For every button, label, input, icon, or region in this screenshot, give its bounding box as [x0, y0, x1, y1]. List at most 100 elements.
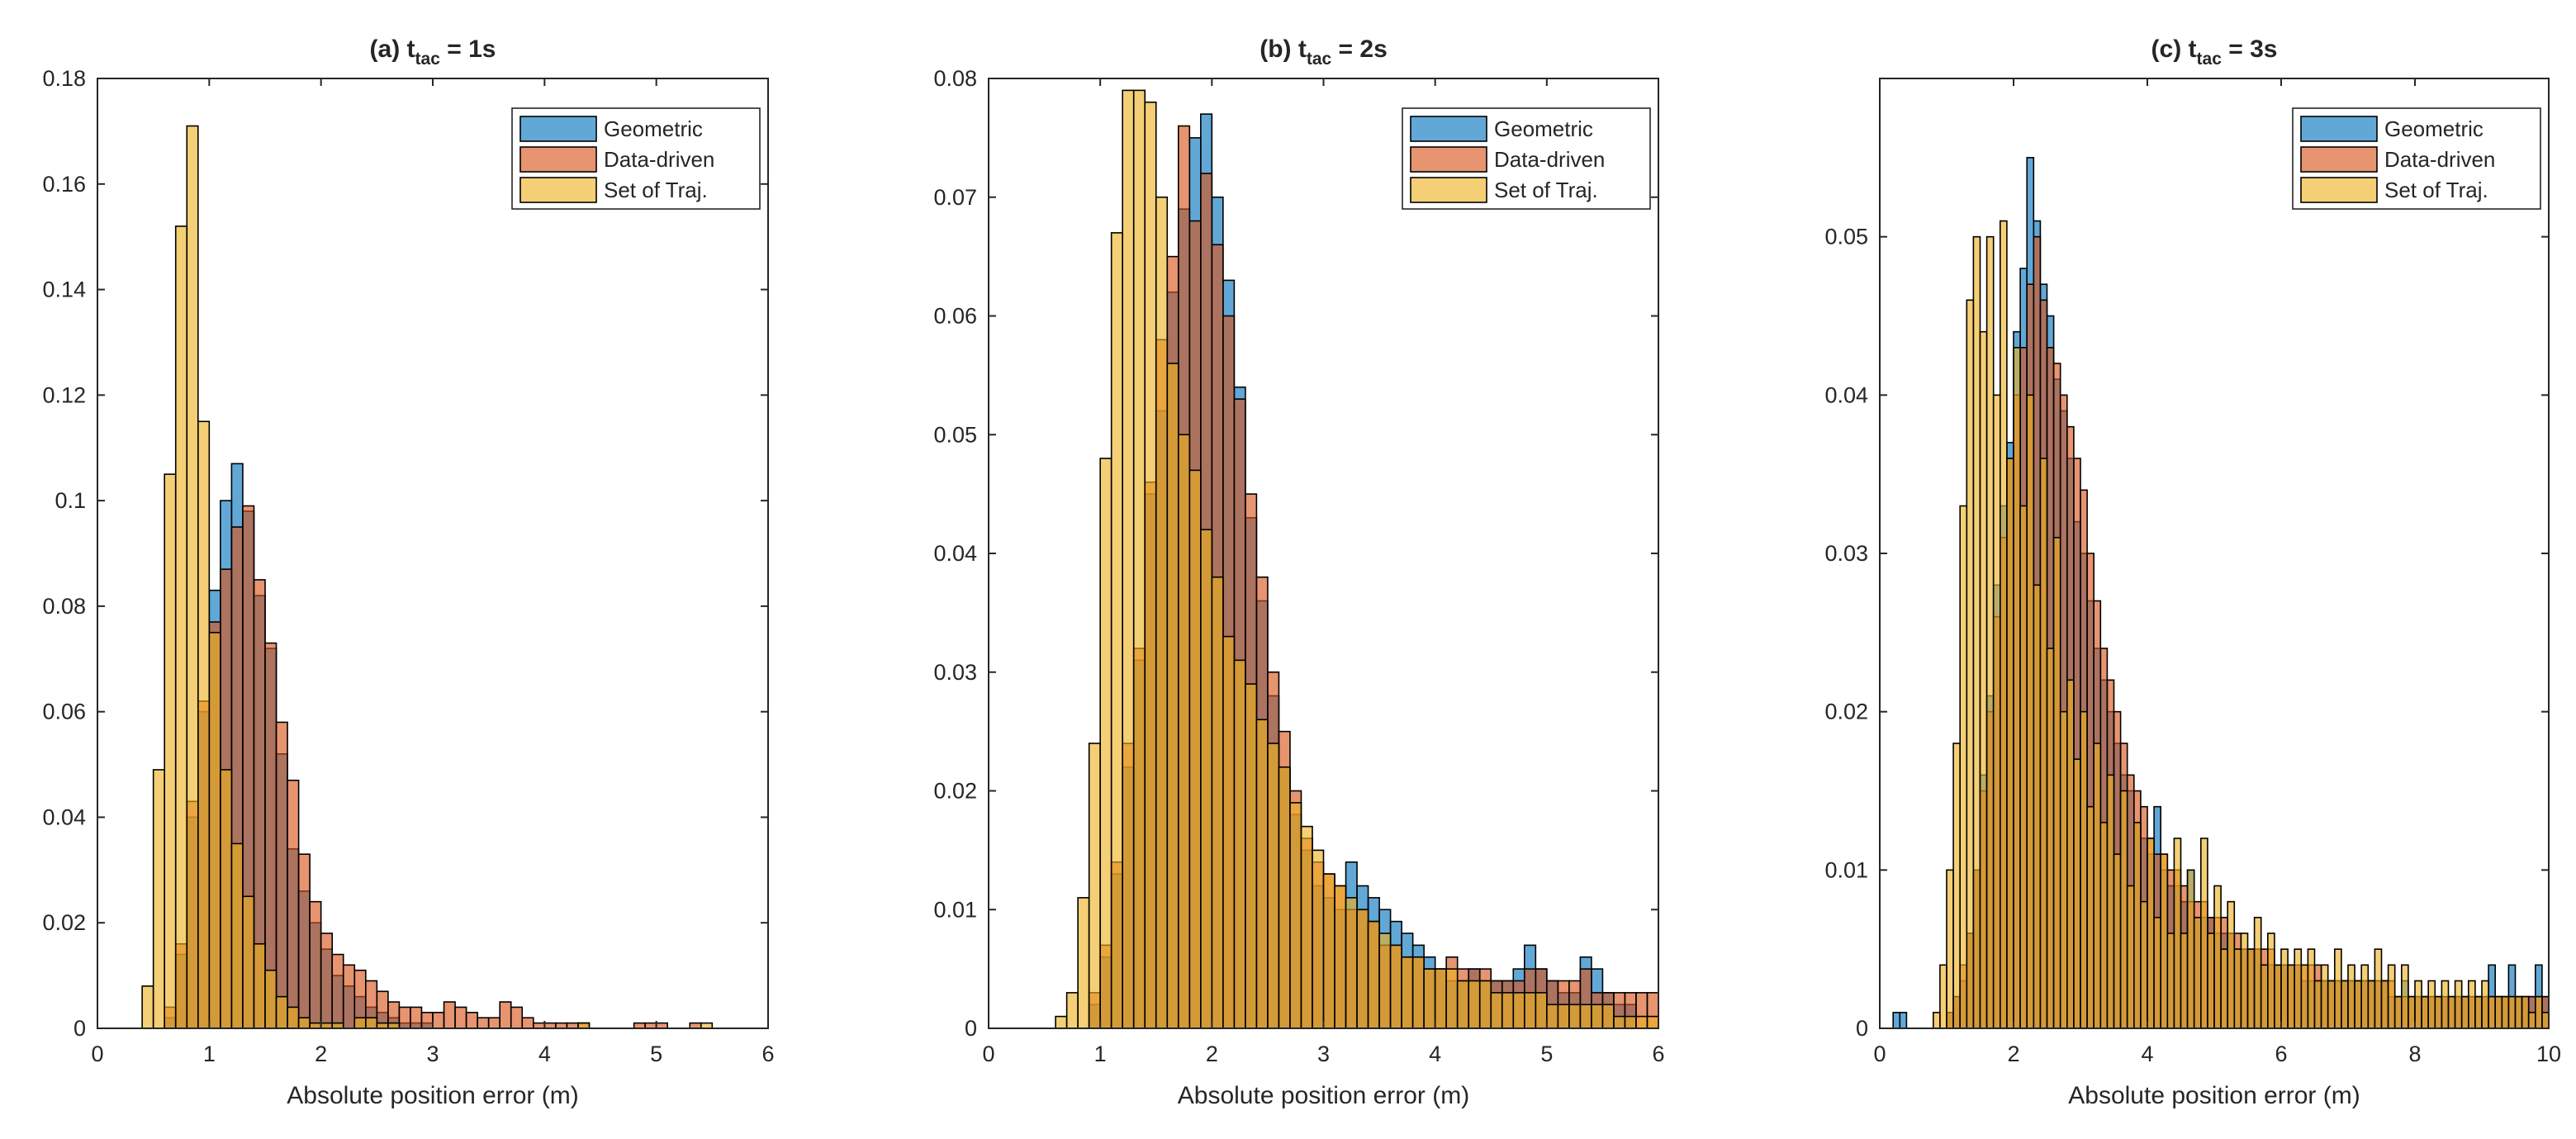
- x-tick-label: 2: [1206, 1042, 1218, 1066]
- y-tick-label: 0: [965, 1016, 977, 1041]
- histogram-bar: [1468, 980, 1481, 1029]
- histogram-bar: [2153, 917, 2162, 1029]
- histogram-bar: [2059, 710, 2068, 1029]
- histogram-bar: [320, 933, 334, 1029]
- x-tick-label: 0: [91, 1042, 103, 1066]
- legend: Geometric Data-driven Set of Traj.: [2292, 107, 2541, 210]
- title-suffix: = 3s: [2222, 36, 2278, 63]
- histogram-bar: [2541, 1012, 2550, 1029]
- x-tick-label: 3: [426, 1042, 439, 1066]
- histogram-bar: [410, 1006, 423, 1029]
- histogram-bar: [174, 225, 188, 1029]
- y-tick-label: 0.04: [42, 804, 86, 829]
- histogram-bar: [2354, 980, 2363, 1029]
- y-tick-label: 0: [1856, 1016, 1868, 1041]
- histogram-bar: [152, 769, 165, 1029]
- histogram-bar: [2334, 948, 2342, 1029]
- x-tick-label: 6: [761, 1042, 774, 1066]
- y-tick-label: 0.08: [42, 594, 86, 619]
- histogram-bar: [2086, 805, 2095, 1029]
- histogram-bar: [1434, 968, 1447, 1029]
- histogram-bar: [2180, 933, 2189, 1029]
- title-prefix: (b) t: [1260, 36, 1307, 63]
- histogram-bar: [141, 985, 154, 1029]
- histogram-bar: [1512, 992, 1525, 1029]
- histogram-bar: [2447, 995, 2456, 1029]
- histogram-bar: [2408, 995, 2416, 1029]
- legend-swatch: [519, 116, 597, 142]
- histogram-bar: [287, 779, 300, 1029]
- histogram-bar: [1524, 992, 1537, 1029]
- x-tick-label: 8: [2408, 1042, 2421, 1066]
- y-tick-label: 0.05: [933, 422, 977, 447]
- y-tick-label: 0.12: [42, 382, 86, 407]
- histogram-bar: [2521, 995, 2530, 1029]
- histogram-bar: [2481, 980, 2489, 1029]
- histogram-bar: [1579, 1004, 1592, 1029]
- histogram-bar: [1378, 933, 1392, 1029]
- histogram-bar: [1122, 89, 1135, 1029]
- histogram-bar: [1065, 992, 1079, 1029]
- x-tick-label: 1: [1094, 1042, 1107, 1066]
- histogram-bar: [1501, 992, 1515, 1029]
- histogram-bar: [2514, 995, 2523, 1029]
- histogram-bar: [2347, 964, 2355, 1029]
- subplot-0: 0 1 2 3 4 5 6 0 0.02 0.04 0.06 0.08 0.1 0.12 0.14 0.16 0…: [42, 36, 774, 1109]
- histogram-bar: [1445, 968, 1459, 1029]
- histogram-bar: [2468, 980, 2476, 1029]
- histogram-bar: [1166, 363, 1179, 1029]
- histogram-bar: [2274, 964, 2282, 1029]
- histogram-bar: [264, 969, 278, 1029]
- histogram-bar: [1088, 743, 1101, 1029]
- histogram-bar: [443, 1001, 456, 1029]
- legend-swatch: [519, 146, 597, 173]
- y-tick-label: 0.06: [42, 700, 86, 724]
- series-set-of-traj-: [1933, 220, 2550, 1029]
- histogram-bar: [2039, 458, 2048, 1029]
- histogram-bar: [2019, 505, 2028, 1029]
- histogram-bar: [2287, 964, 2296, 1029]
- histogram-bar: [1200, 529, 1213, 1029]
- histogram-bar: [342, 964, 356, 1029]
- subplot-title: (c) ttac = 3s: [2151, 36, 2278, 69]
- histogram-bar: [242, 895, 255, 1029]
- histogram-bar: [2220, 948, 2229, 1029]
- histogram-bar: [2441, 980, 2450, 1029]
- histogram-bar: [521, 1017, 534, 1029]
- histogram-bar: [2033, 584, 2042, 1029]
- histogram-bar: [1188, 469, 1202, 1029]
- histogram-bar: [1312, 849, 1325, 1029]
- histogram-bar: [1300, 825, 1313, 1029]
- histogram-bar: [2160, 853, 2169, 1029]
- histogram-bar: [2267, 933, 2275, 1029]
- x-tick-label: 0: [982, 1042, 994, 1066]
- histogram-bar: [1423, 968, 1436, 1029]
- histogram-bar: [2046, 648, 2055, 1029]
- subplot-title: (b) ttac = 2s: [1260, 36, 1388, 69]
- y-tick-label: 0.02: [1824, 700, 1868, 724]
- histogram-bar: [2387, 964, 2396, 1029]
- histogram-bar: [353, 1017, 367, 1029]
- x-tick-label: 6: [2275, 1042, 2287, 1066]
- histogram-bar: [1456, 980, 1470, 1029]
- legend-swatch: [1410, 146, 1487, 173]
- y-tick-label: 0.04: [933, 541, 977, 566]
- histogram-bar: [364, 1017, 378, 1029]
- subplot-title: (a) ttac = 1s: [370, 36, 496, 69]
- histogram-bar: [2240, 933, 2249, 1029]
- y-tick-label: 0.01: [933, 897, 977, 922]
- histogram-bar: [2414, 980, 2422, 1029]
- histogram-bar: [465, 1012, 478, 1029]
- histogram-bar: [2401, 964, 2409, 1029]
- histogram-bar: [2013, 347, 2021, 1029]
- histogram-bar: [1356, 909, 1369, 1029]
- histogram-bar: [2535, 995, 2543, 1029]
- subplot-1: 0 1 2 3 4 5 6 0 0.01 0.02 0.03 0.04 0.05 0.06 0.07 0.08…: [933, 36, 1664, 1109]
- histogram-bar: [253, 942, 266, 1029]
- histogram-bar: [275, 721, 288, 1029]
- histogram-bar: [1979, 330, 1988, 1029]
- histogram-bar: [2327, 980, 2336, 1029]
- histogram-bar: [1155, 196, 1169, 1029]
- histogram-bar: [2200, 838, 2208, 1029]
